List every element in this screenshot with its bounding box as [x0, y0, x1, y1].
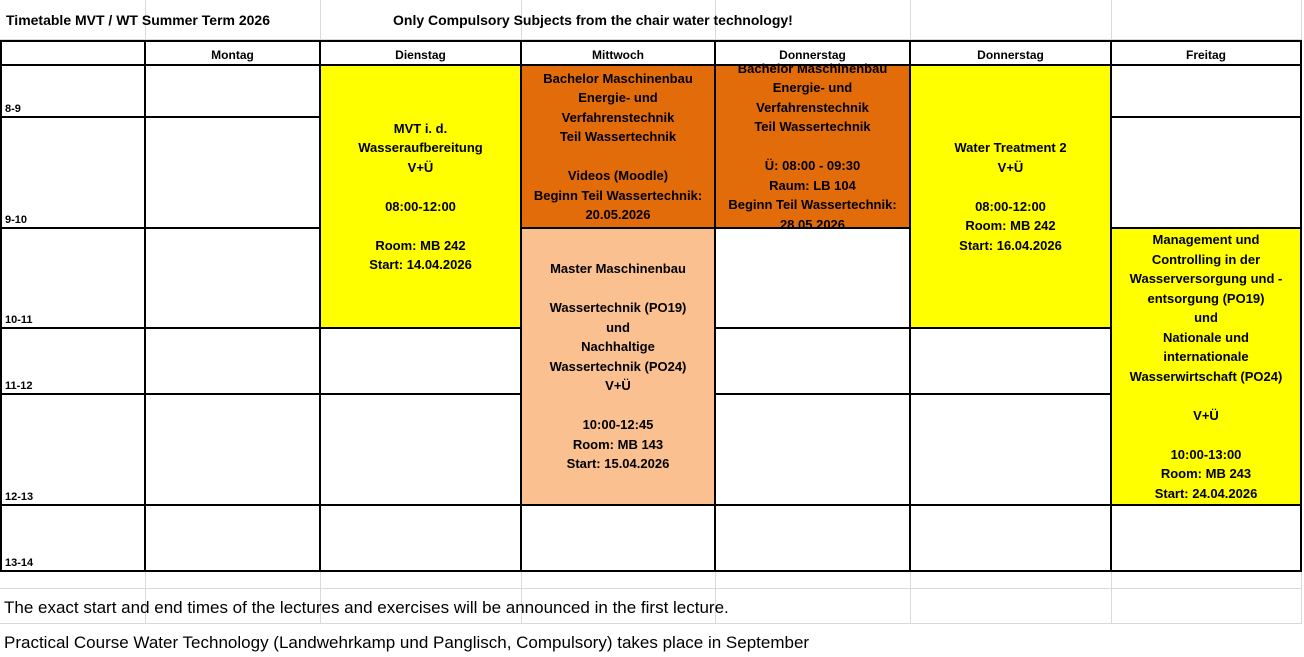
slot-cell[interactable]: [911, 329, 1112, 395]
slot-cell[interactable]: [716, 395, 911, 506]
header-corner: [0, 40, 146, 66]
grid-cell: [146, 0, 321, 40]
grid-cell: [716, 0, 911, 40]
slot-cell[interactable]: [716, 329, 911, 395]
time-cell[interactable]: 9-10: [0, 118, 146, 229]
grid-cell: [911, 589, 1112, 624]
time-label: 13-14: [5, 557, 34, 569]
grid-cell: [716, 589, 911, 624]
grid-cell: [321, 589, 522, 624]
course-text: Water Treatment 2 V+Ü 08:00-12:00 Room: …: [954, 140, 1067, 253]
course-block[interactable]: Water Treatment 2 V+Ü 08:00-12:00 Room: …: [911, 66, 1112, 329]
grid-cell: [0, 0, 146, 40]
slot-cell[interactable]: [146, 395, 321, 506]
slot-cell[interactable]: [321, 395, 522, 506]
slot-cell[interactable]: [1112, 506, 1302, 572]
course-text: Bachelor Maschinenbau Energie- und Verfa…: [533, 70, 703, 223]
grid-cell: [522, 589, 716, 624]
slot-cell[interactable]: [1112, 66, 1302, 118]
course-block[interactable]: Management und Controlling in der Wasser…: [1112, 229, 1302, 506]
day-header: Donnerstag: [716, 40, 911, 66]
time-label: 9-10: [5, 214, 28, 226]
slot-cell[interactable]: [911, 395, 1112, 506]
course-text: MVT i. d. Wasseraufbereitung V+Ü 08:00-1…: [358, 120, 483, 273]
slot-cell[interactable]: [1112, 118, 1302, 229]
time-label: 10-11: [5, 314, 33, 326]
day-header: Donnerstag: [911, 40, 1112, 66]
time-cell[interactable]: 8-9: [0, 66, 146, 118]
course-block[interactable]: Master Maschinenbau Wassertechnik (PO19)…: [522, 229, 716, 506]
day-header: Mittwoch: [522, 40, 716, 66]
day-header: Freitag: [1112, 40, 1302, 66]
page-subtitle: Only Compulsory Subjects from the chair …: [393, 12, 793, 28]
slot-cell[interactable]: [321, 506, 522, 572]
course-text: Management und Controlling in der Wasser…: [1129, 232, 1283, 501]
slot-cell[interactable]: [716, 506, 911, 572]
day-header: Dienstag: [321, 40, 522, 66]
slot-cell[interactable]: [146, 66, 321, 118]
time-label: 8-9: [5, 103, 21, 115]
time-cell[interactable]: 12-13: [0, 395, 146, 506]
time-cell[interactable]: 13-14: [0, 506, 146, 572]
slot-cell[interactable]: [146, 329, 321, 395]
time-label: 11-12: [5, 380, 33, 392]
slot-cell[interactable]: [716, 229, 911, 329]
time-cell[interactable]: 10-11: [0, 229, 146, 329]
grid-cell: [146, 589, 321, 624]
course-text: Bachelor Maschinenbau Energie- und Verfa…: [728, 60, 897, 232]
course-block[interactable]: Bachelor Maschinenbau Energie- und Verfa…: [522, 66, 716, 229]
slot-cell[interactable]: [321, 329, 522, 395]
course-text: Master Maschinenbau Wassertechnik (PO19)…: [549, 261, 687, 472]
grid-cell: [1112, 0, 1302, 40]
grid-cell: [0, 589, 146, 624]
course-block[interactable]: Bachelor Maschinenbau Energie- und Verfa…: [716, 61, 911, 232]
grid-cell: [321, 0, 522, 40]
slot-cell[interactable]: [146, 506, 321, 572]
grid-cell: [1112, 589, 1302, 624]
footer-note-1: The exact start and end times of the lec…: [4, 598, 729, 617]
slot-cell[interactable]: [146, 229, 321, 329]
slot-cell[interactable]: [911, 506, 1112, 572]
page-title: Timetable MVT / WT Summer Term 2026: [6, 12, 271, 28]
grid-cell: [911, 0, 1112, 40]
day-header: Montag: [146, 40, 321, 66]
slot-cell[interactable]: [522, 506, 716, 572]
time-label: 12-13: [5, 491, 34, 503]
slot-cell[interactable]: [146, 118, 321, 229]
time-cell[interactable]: 11-12: [0, 329, 146, 395]
course-block[interactable]: MVT i. d. Wasseraufbereitung V+Ü 08:00-1…: [321, 66, 522, 329]
footer-note-2: Practical Course Water Technology (Landw…: [4, 633, 810, 652]
grid-cell: [522, 0, 716, 40]
